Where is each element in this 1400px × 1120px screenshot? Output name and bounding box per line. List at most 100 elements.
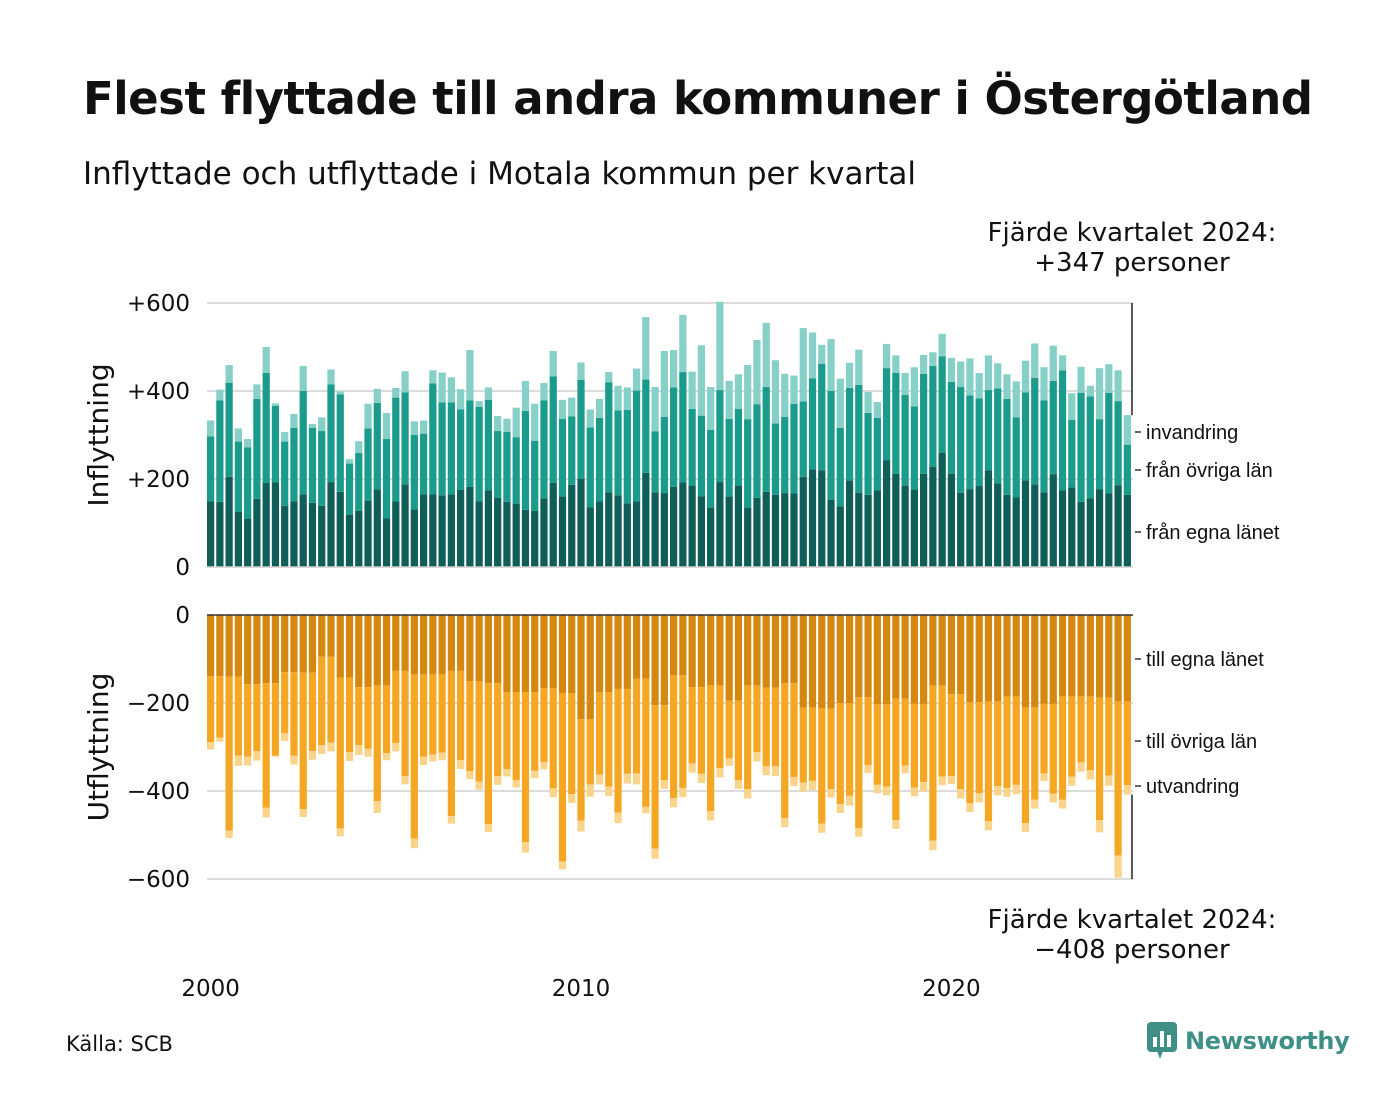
bar-segment-inflow [586,409,594,428]
bar-segment-outflow [947,776,956,784]
bar-segment-outflow [281,615,289,673]
bar-segment-inflow [244,438,252,448]
bar-segment-outflow [901,765,909,774]
bar-segment-outflow [642,678,650,807]
bar-segment-inflow [781,493,789,567]
bar-segment-outflow [225,830,233,839]
bar-segment-outflow [929,840,937,850]
bar-segment-outflow [679,615,687,676]
bar-segment-outflow [271,755,280,757]
bar-segment-outflow [688,763,696,773]
bar-segment-outflow [410,615,418,675]
bar-segment-inflow [873,402,881,418]
bar-segment-inflow [670,387,678,487]
bar-segment-inflow [419,494,428,567]
bar-segment-outflow [216,737,224,742]
bar-segment-outflow [1012,784,1020,795]
bar-segment-inflow [577,362,585,380]
bar-segment-inflow [707,429,715,508]
bar-segment-outflow [632,773,641,785]
bar-segment-inflow [623,409,631,504]
bar-segment-inflow [605,382,613,493]
bar-segment-outflow [549,615,557,689]
bar-segment-outflow [336,615,344,678]
bar-segment-inflow [1114,485,1122,567]
bar-segment-outflow [660,780,668,789]
bar-segment-outflow [605,692,613,787]
bar-segment-inflow [540,498,548,567]
bar-segment-outflow [623,773,631,784]
bar-segment-outflow [845,703,854,796]
bar-segment-outflow [253,684,261,751]
bar-segment-inflow [836,378,844,428]
bar-segment-inflow [586,427,594,508]
bar-segment-outflow [614,812,622,824]
bar-segment-outflow [568,615,576,694]
bar-segment-outflow [632,615,641,679]
bar-segment-outflow [605,615,613,692]
bar-segment-outflow [382,615,391,686]
bar-segment-outflow [855,827,863,837]
bar-segment-inflow [836,427,844,507]
bar-segment-outflow [382,753,391,761]
bar-segment-outflow [827,708,835,790]
bar-segment-outflow [262,807,270,818]
bar-segment-outflow [910,615,918,704]
bar-segment-inflow [457,490,465,567]
bar-segment-inflow [401,484,409,567]
bar-segment-outflow [614,688,622,813]
bar-segment-inflow [364,501,372,567]
bar-segment-inflow [382,413,391,439]
bar-segment-outflow [1123,785,1131,795]
bar-segment-inflow [364,428,372,501]
bar-segment-inflow [447,402,455,495]
series-label-outflow: till övriga län [1146,731,1257,753]
bar-segment-inflow [688,371,696,410]
bar-segment-inflow [345,459,354,464]
bar-segment-outflow [401,670,409,777]
bar-segment-inflow [410,509,418,567]
bar-segment-outflow [1114,701,1122,856]
bar-segment-outflow [457,615,465,671]
bar-segment-inflow [540,400,548,499]
bar-segment-inflow [318,431,326,506]
bar-segment-outflow [716,768,724,778]
bar-segment-outflow [1095,820,1104,833]
bar-segment-inflow [234,441,243,512]
bar-segment-outflow [318,615,326,657]
bar-segment-outflow [707,615,715,686]
bar-segment-inflow [484,387,493,400]
bar-segment-outflow [688,615,696,688]
bar-segment-inflow [1003,374,1011,399]
bar-segment-inflow [679,314,687,373]
bar-segment-inflow [373,402,381,490]
bar-segment-outflow [753,615,761,686]
bar-segment-inflow [521,380,530,411]
y-tick-label-inflow: 0 [175,555,190,581]
bar-segment-inflow [234,428,243,442]
bar-segment-inflow [253,398,261,499]
bar-segment-outflow [1105,615,1113,698]
bar-segment-inflow [503,431,511,502]
bar-segment-outflow [419,615,428,675]
bar-segment-inflow [290,413,298,428]
bar-segment-inflow [558,418,567,497]
bar-segment-outflow [994,615,1002,702]
bar-segment-inflow [373,489,381,567]
bar-segment-inflow [994,363,1002,389]
bar-segment-inflow [882,368,891,461]
bar-segment-inflow [660,350,668,417]
bar-segment-outflow [679,675,687,788]
x-tick-label: 2020 [922,976,981,1002]
bar-segment-inflow [994,388,1002,484]
bar-segment-inflow [429,383,437,495]
bar-segment-outflow [355,745,363,755]
bar-segment-outflow [475,681,483,782]
bar-segment-inflow [1003,494,1011,567]
bar-segment-inflow [299,494,307,567]
bar-segment-inflow [799,328,807,402]
bar-segment-inflow [392,501,400,567]
bar-segment-inflow [836,506,844,567]
bar-segment-outflow [466,771,474,780]
bar-segment-inflow [984,355,993,391]
